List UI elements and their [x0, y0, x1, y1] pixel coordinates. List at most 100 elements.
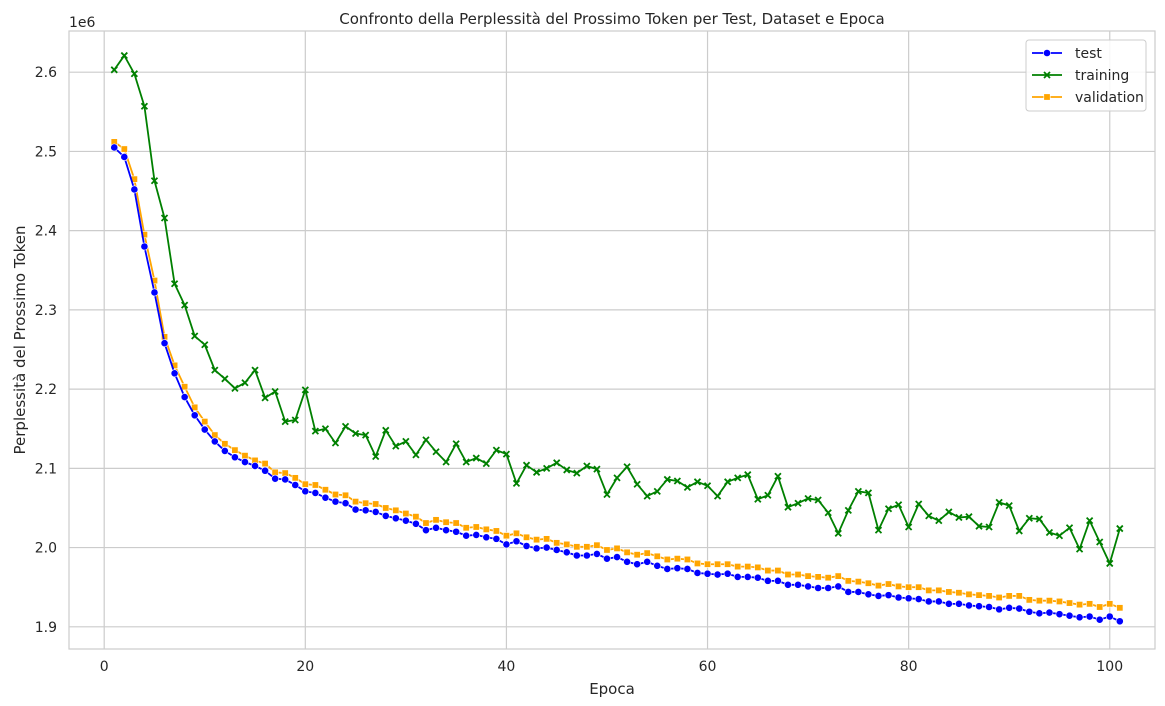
data-point-test [251, 462, 259, 470]
data-point-test [1075, 613, 1084, 622]
data-point-training [945, 508, 953, 516]
x-marker-stroke [382, 426, 390, 434]
data-point-validation [523, 533, 531, 541]
data-point-training [412, 451, 420, 459]
y-tick-label: 2.0 [35, 541, 57, 557]
data-point-validation [975, 591, 983, 599]
x-marker-stroke [975, 522, 983, 530]
x-marker-stroke [1015, 527, 1023, 535]
x-marker-stroke [472, 454, 480, 462]
data-point-training [462, 458, 470, 466]
data-point-test [763, 576, 772, 585]
plot-frame [68, 30, 1156, 650]
data-point-training [442, 458, 450, 466]
data-point-test [522, 542, 531, 550]
data-point-test [794, 580, 802, 589]
data-point-test [452, 527, 461, 536]
data-point-training [744, 471, 752, 479]
data-point-validation [895, 582, 903, 590]
data-point-test [351, 505, 360, 514]
data-point-validation [784, 571, 792, 579]
x-marker-stroke [925, 512, 933, 520]
data-point-training [573, 469, 581, 477]
data-point-training [623, 463, 631, 471]
data-point-test [1065, 611, 1074, 620]
data-point-validation [392, 506, 400, 514]
data-point-test [1025, 607, 1034, 616]
legend-label: training [1075, 68, 1129, 84]
data-point-training [181, 301, 189, 309]
x-marker-stroke [945, 508, 953, 516]
x-marker-stroke [301, 386, 309, 394]
data-point-training [422, 436, 430, 444]
data-point-test [140, 242, 149, 251]
data-point-validation [331, 490, 339, 498]
data-point-test [703, 569, 712, 578]
x-marker-stroke [392, 442, 400, 450]
data-point-training [915, 500, 923, 508]
data-point-validation [844, 577, 852, 585]
x-axis-label: Epoca [589, 680, 635, 698]
x-marker-stroke [362, 431, 370, 439]
data-point-training [794, 499, 802, 507]
data-point-training [351, 429, 360, 438]
data-point-test [150, 288, 159, 297]
data-point-validation [623, 548, 631, 556]
data-point-training [804, 494, 812, 503]
data-point-test [804, 582, 812, 591]
data-point-validation [422, 519, 430, 527]
data-point-training [150, 177, 159, 185]
x-marker-stroke [935, 517, 943, 525]
data-point-test [210, 437, 219, 446]
data-point-training [814, 496, 822, 504]
data-point-training [543, 464, 551, 472]
x-marker-stroke [201, 341, 209, 349]
x-marker-stroke [1035, 515, 1043, 523]
data-point-validation [412, 513, 420, 521]
data-point-test [844, 588, 853, 596]
data-point-training [673, 477, 681, 485]
x-marker-stroke [553, 459, 561, 467]
data-point-test [361, 506, 370, 515]
data-point-validation [935, 586, 943, 594]
data-point-training [321, 425, 330, 433]
data-point-validation [885, 580, 893, 588]
data-point-training [1035, 515, 1043, 523]
data-point-test [502, 540, 511, 549]
data-point-test [281, 475, 290, 484]
data-point-test [401, 516, 410, 525]
data-point-validation [271, 468, 279, 476]
data-point-test [311, 489, 320, 497]
x-marker-stroke [985, 523, 993, 531]
data-point-test [643, 557, 652, 566]
x-marker-stroke [221, 375, 229, 383]
data-point-test [331, 497, 340, 506]
data-point-test [432, 523, 440, 532]
data-point-test [733, 573, 742, 581]
data-point-validation [1035, 597, 1043, 605]
data-point-validation [945, 588, 953, 596]
series-layer [110, 51, 1124, 626]
data-point-training [110, 66, 118, 74]
data-point-validation [221, 440, 229, 448]
data-point-validation [854, 578, 862, 586]
data-point-test [904, 594, 913, 603]
data-point-validation [482, 525, 490, 533]
x-marker-stroke [492, 446, 500, 454]
data-point-validation [663, 555, 671, 563]
data-point-validation [120, 145, 128, 153]
data-point-training [985, 523, 993, 531]
data-point-validation [683, 555, 691, 563]
data-point-validation [543, 535, 551, 543]
x-marker-stroke [713, 492, 722, 500]
x-marker-stroke [955, 513, 963, 522]
data-point-training [211, 366, 219, 374]
data-point-training [1045, 528, 1054, 537]
data-point-test [462, 531, 471, 540]
data-point-validation [563, 540, 571, 548]
data-point-validation [714, 560, 722, 568]
x-marker-stroke [160, 214, 169, 222]
data-point-training [884, 505, 893, 513]
data-point-validation [462, 524, 470, 532]
